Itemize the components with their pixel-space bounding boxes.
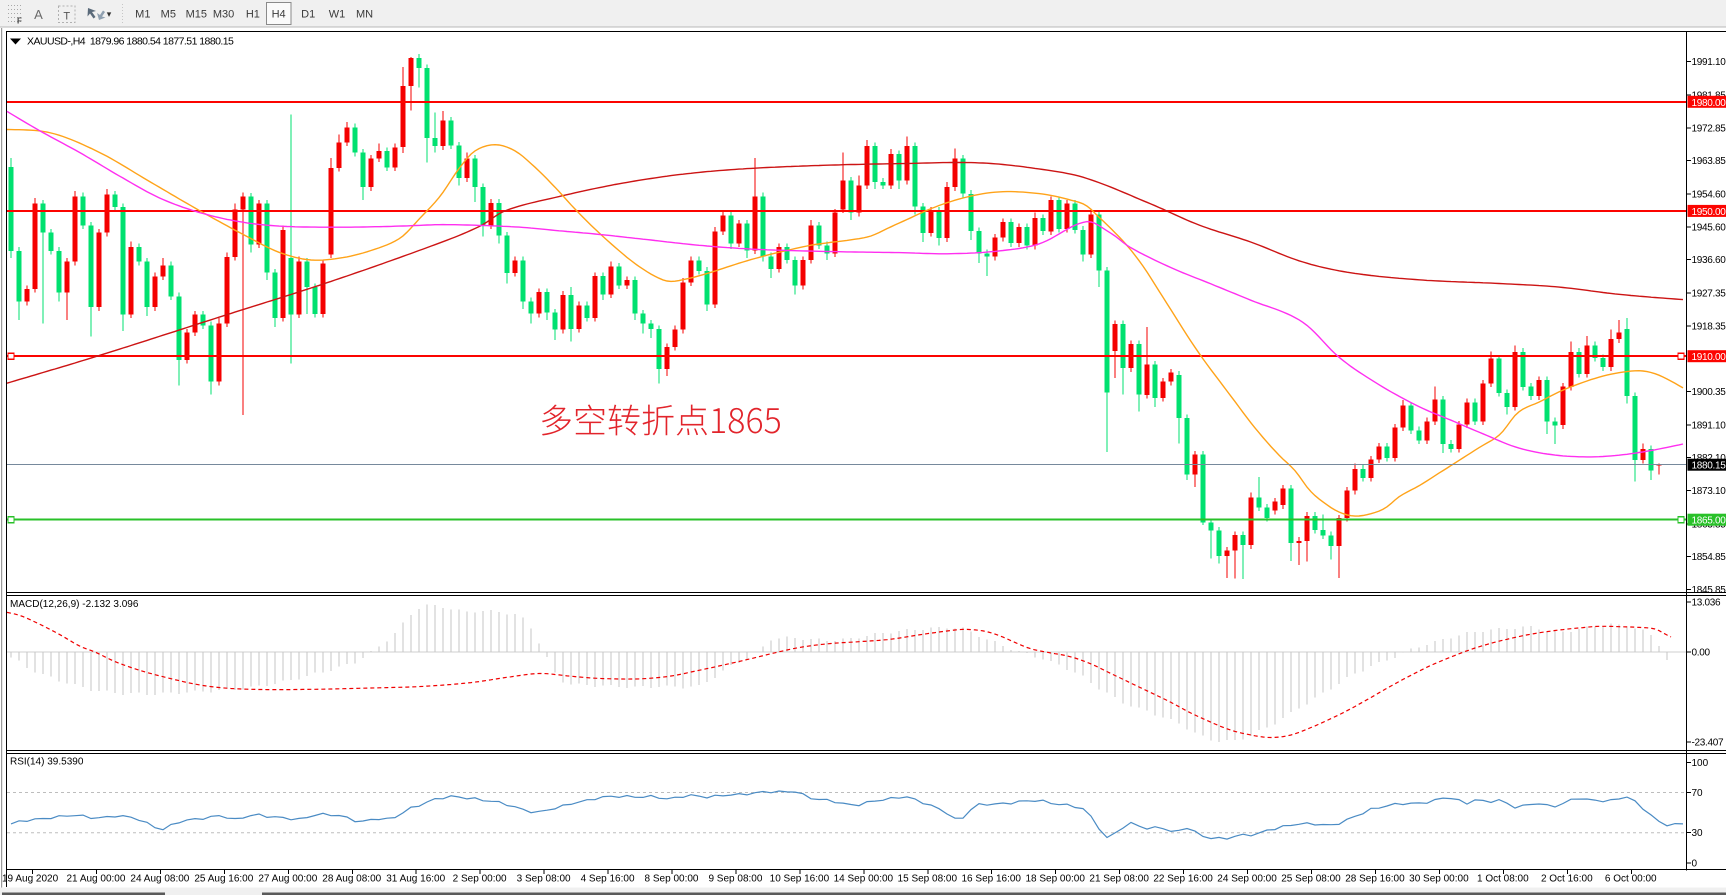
svg-text:1845.85: 1845.85 <box>1692 585 1726 596</box>
svg-text:18 Sep 00:00: 18 Sep 00:00 <box>1025 874 1085 885</box>
svg-text:A: A <box>34 7 43 22</box>
svg-text:3 Sep 08:00: 3 Sep 08:00 <box>517 874 571 885</box>
svg-text:T: T <box>63 11 70 23</box>
svg-text:16 Sep 16:00: 16 Sep 16:00 <box>962 874 1022 885</box>
svg-text:1900.35: 1900.35 <box>1692 387 1726 398</box>
svg-text:0.00: 0.00 <box>1692 648 1711 659</box>
svg-text:1865.00: 1865.00 <box>1692 516 1726 527</box>
svg-text:4 Sep 16:00: 4 Sep 16:00 <box>581 874 635 885</box>
svg-text:22 Sep 16:00: 22 Sep 16:00 <box>1153 874 1213 885</box>
svg-text:10 Sep 16:00: 10 Sep 16:00 <box>770 874 830 885</box>
svg-text:W1: W1 <box>329 9 346 21</box>
svg-text:1927.35: 1927.35 <box>1692 289 1726 300</box>
svg-text:30: 30 <box>1692 828 1704 839</box>
svg-text:13.036: 13.036 <box>1692 598 1722 609</box>
svg-text:25 Sep 08:00: 25 Sep 08:00 <box>1281 874 1341 885</box>
svg-text:M15: M15 <box>186 9 207 21</box>
svg-text:25 Aug 16:00: 25 Aug 16:00 <box>194 874 253 885</box>
svg-text:19 Aug 2020: 19 Aug 2020 <box>2 874 59 885</box>
svg-text:M5: M5 <box>161 9 176 21</box>
svg-text:1945.60: 1945.60 <box>1692 222 1726 233</box>
svg-text:24 Aug 08:00: 24 Aug 08:00 <box>130 874 189 885</box>
svg-text:1910.00: 1910.00 <box>1692 352 1726 363</box>
svg-text:-23.407: -23.407 <box>1692 737 1725 748</box>
svg-text:2 Sep 00:00: 2 Sep 00:00 <box>453 874 507 885</box>
svg-text:RSI(14) 39.5390: RSI(14) 39.5390 <box>10 757 84 768</box>
svg-text:1972.85: 1972.85 <box>1692 123 1726 134</box>
svg-text:28 Aug 08:00: 28 Aug 08:00 <box>322 874 381 885</box>
svg-text:M30: M30 <box>213 9 234 21</box>
svg-text:1950.00: 1950.00 <box>1692 207 1726 218</box>
svg-text:1873.10: 1873.10 <box>1692 486 1726 497</box>
svg-text:15 Sep 08:00: 15 Sep 08:00 <box>898 874 958 885</box>
svg-text:21 Aug 00:00: 21 Aug 00:00 <box>66 874 125 885</box>
svg-text:28 Sep 16:00: 28 Sep 16:00 <box>1345 874 1405 885</box>
svg-text:H1: H1 <box>246 9 260 21</box>
svg-text:6 Oct 00:00: 6 Oct 00:00 <box>1605 874 1657 885</box>
svg-text:H4: H4 <box>272 9 286 21</box>
svg-text:F: F <box>17 17 22 26</box>
svg-text:21 Sep 08:00: 21 Sep 08:00 <box>1089 874 1149 885</box>
svg-text:MACD(12,26,9) -2.132 3.096: MACD(12,26,9) -2.132 3.096 <box>10 599 139 610</box>
svg-text:▾: ▾ <box>107 9 112 19</box>
svg-text:2 Oct 16:00: 2 Oct 16:00 <box>1541 874 1593 885</box>
svg-text:9 Sep 08:00: 9 Sep 08:00 <box>708 874 762 885</box>
svg-text:1882.10: 1882.10 <box>1692 453 1726 464</box>
svg-text:1891.10: 1891.10 <box>1692 420 1726 431</box>
svg-text:D1: D1 <box>301 9 315 21</box>
svg-text:100: 100 <box>1692 758 1709 769</box>
svg-text:8 Sep 00:00: 8 Sep 00:00 <box>645 874 699 885</box>
svg-text:70: 70 <box>1692 788 1704 799</box>
svg-text:30 Sep 00:00: 30 Sep 00:00 <box>1409 874 1469 885</box>
svg-text:MN: MN <box>356 9 373 21</box>
svg-text:27 Aug 00:00: 27 Aug 00:00 <box>258 874 317 885</box>
svg-text:M1: M1 <box>135 9 150 21</box>
svg-text:31 Aug 16:00: 31 Aug 16:00 <box>386 874 445 885</box>
svg-text:1991.10: 1991.10 <box>1692 57 1726 68</box>
svg-text:1980.00: 1980.00 <box>1692 98 1726 109</box>
svg-text:1954.60: 1954.60 <box>1692 190 1726 201</box>
svg-text:1963.85: 1963.85 <box>1692 156 1726 167</box>
svg-text:0: 0 <box>1692 858 1698 869</box>
svg-text:1854.85: 1854.85 <box>1692 552 1726 563</box>
svg-text:1918.35: 1918.35 <box>1692 321 1726 332</box>
svg-text:24 Sep 00:00: 24 Sep 00:00 <box>1217 874 1277 885</box>
svg-text:XAUUSD-,H4 1879.96 1880.54 18: XAUUSD-,H4 1879.96 1880.54 1877.51 1880.… <box>27 36 234 48</box>
svg-text:14 Sep 00:00: 14 Sep 00:00 <box>834 874 894 885</box>
svg-text:1 Oct 08:00: 1 Oct 08:00 <box>1477 874 1529 885</box>
svg-text:1936.60: 1936.60 <box>1692 255 1726 266</box>
svg-text:1880.15: 1880.15 <box>1692 461 1726 472</box>
